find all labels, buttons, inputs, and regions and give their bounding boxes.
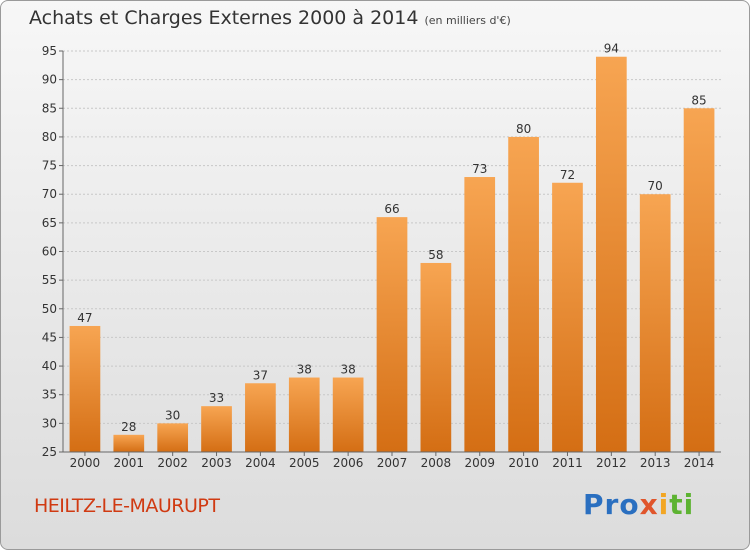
bar xyxy=(69,325,101,452)
x-tick-label: 2005 xyxy=(289,456,320,470)
chart-unit: (en milliers d'€) xyxy=(424,14,511,27)
data-label: 38 xyxy=(340,363,355,377)
x-tick-label: 2003 xyxy=(201,456,232,470)
chart-title-text: Achats et Charges Externes 2000 à 2014 xyxy=(29,7,419,29)
x-tick-label: 2002 xyxy=(157,456,188,470)
bar xyxy=(157,423,189,452)
x-tick-label: 2008 xyxy=(421,456,452,470)
y-tick-label: 60 xyxy=(42,245,57,259)
bar xyxy=(464,177,496,452)
data-label: 30 xyxy=(165,408,180,422)
bar xyxy=(420,262,452,452)
y-tick-label: 70 xyxy=(42,187,57,201)
x-tick-label: 2011 xyxy=(552,456,583,470)
x-tick-label: 2001 xyxy=(114,456,145,470)
y-axis: 25 30 35 40 45 50 55 60 65 70 75 80 85 90 95 xyxy=(42,44,63,459)
brand-part: ti xyxy=(669,488,695,521)
y-tick-label: 30 xyxy=(42,416,57,430)
bar xyxy=(201,406,232,452)
y-tick-label: 35 xyxy=(42,388,57,402)
data-label: 85 xyxy=(691,93,706,107)
brand-part: Pro xyxy=(583,488,640,521)
x-tick-label: 2004 xyxy=(245,456,276,470)
x-tick-label: 2013 xyxy=(640,456,671,470)
bar xyxy=(595,56,627,452)
bar xyxy=(639,194,671,452)
data-label: 33 xyxy=(209,391,224,405)
data-label: 66 xyxy=(384,202,399,216)
y-tick-label: 25 xyxy=(42,445,57,459)
bar xyxy=(552,182,583,452)
bar xyxy=(245,383,276,452)
y-tick-label: 40 xyxy=(42,359,57,373)
bars: 47 28 30 33 37 38 38 66 58 73 80 72 94 70 85 xyxy=(69,42,715,453)
data-label: 38 xyxy=(297,363,312,377)
data-label: 58 xyxy=(428,248,443,262)
data-label: 73 xyxy=(472,162,487,176)
brand-part: x xyxy=(639,488,659,521)
bar xyxy=(683,108,715,453)
data-label: 47 xyxy=(77,311,92,325)
data-label: 72 xyxy=(560,168,575,182)
brand-part: i xyxy=(658,488,670,521)
x-axis: 2000 2001 2002 2003 2004 2005 2006 2007 2008 2009… xyxy=(63,451,721,470)
bar xyxy=(332,377,364,452)
bar xyxy=(376,217,408,452)
y-tick-label: 95 xyxy=(42,44,57,58)
commune-name: HEILTZ-LE-MAURUPT xyxy=(34,495,220,517)
y-tick-label: 65 xyxy=(42,216,57,230)
y-tick-label: 90 xyxy=(42,73,57,87)
brand-logo: Proxiti xyxy=(583,488,694,521)
bar xyxy=(288,377,320,452)
bar xyxy=(113,434,145,452)
y-tick-label: 80 xyxy=(42,130,57,144)
x-tick-label: 2007 xyxy=(377,456,408,470)
y-tick-label: 45 xyxy=(42,330,57,344)
x-tick-label: 2006 xyxy=(333,456,364,470)
data-label: 37 xyxy=(253,368,268,382)
data-label: 70 xyxy=(648,179,663,193)
data-label: 28 xyxy=(121,420,136,434)
chart-title: Achats et Charges Externes 2000 à 2014 (e… xyxy=(29,7,511,29)
y-tick-label: 50 xyxy=(42,302,57,316)
y-tick-label: 85 xyxy=(42,101,57,115)
data-label: 94 xyxy=(604,42,619,56)
x-tick-label: 2000 xyxy=(70,456,101,470)
y-tick-label: 75 xyxy=(42,159,57,173)
x-tick-label: 2014 xyxy=(684,456,715,470)
x-tick-label: 2009 xyxy=(464,456,495,470)
x-tick-label: 2010 xyxy=(508,456,539,470)
y-tick-label: 55 xyxy=(42,273,57,287)
data-label: 80 xyxy=(516,122,531,136)
x-tick-label: 2012 xyxy=(596,456,627,470)
bar xyxy=(508,136,539,452)
